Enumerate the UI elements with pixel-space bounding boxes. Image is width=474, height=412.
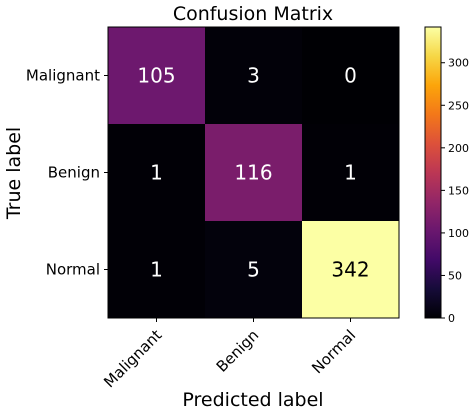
heatmap-cell [302,27,399,124]
heatmap-cell-label: 116 [234,161,272,185]
heatmap-cell-label: 0 [344,64,357,88]
colorbar-tick-label: 50 [448,269,462,282]
colorbar [424,26,442,319]
heatmap-cell [108,27,205,124]
heatmap-cell-label: 3 [247,64,260,88]
y-axis-label: True label [3,127,25,220]
heatmap-cell [205,27,302,124]
heatmap-cell-labels: 105 3 0 1 116 1 1 5 342 [137,64,369,282]
chart-title: Confusion Matrix [173,3,333,25]
x-tick-label: Normal [308,326,359,377]
y-axis-ticks: Malignant Benign Normal [26,67,108,279]
x-axis-ticks: Malignant Benign Normal [100,318,359,391]
heatmap-cell-label: 342 [331,258,369,282]
heatmap-cell-label: 105 [137,64,175,88]
colorbar-ticks: 0 50 100 150 200 250 300 [441,57,469,325]
heatmap-cell [205,124,302,221]
y-tick-label: Benign [48,164,100,182]
x-axis-label: Predicted label [182,389,323,411]
y-tick-label: Malignant [26,67,100,85]
heatmap-cell-label: 1 [344,161,357,185]
x-tick-label: Malignant [100,326,165,391]
heatmap-cell-label: 1 [150,161,163,185]
heatmap-cell-label: 5 [247,258,260,282]
y-tick-label: Normal [46,261,100,279]
heatmap-cell [205,221,302,318]
heatmap-cell [108,124,205,221]
colorbar-tick-label: 200 [448,142,469,155]
x-tick-label: Benign [213,326,263,376]
heatmap-cell-label: 1 [150,258,163,282]
colorbar-tick-label: 300 [448,57,469,70]
colorbar-tick-label: 250 [448,99,469,112]
heatmap-cells [108,27,399,318]
colorbar-tick-label: 0 [448,312,455,325]
heatmap-cell [302,124,399,221]
colorbar-tick-label: 150 [448,184,469,197]
heatmap-cell [108,221,205,318]
colorbar-tick-label: 100 [448,227,469,240]
heatmap-cell [302,221,399,318]
